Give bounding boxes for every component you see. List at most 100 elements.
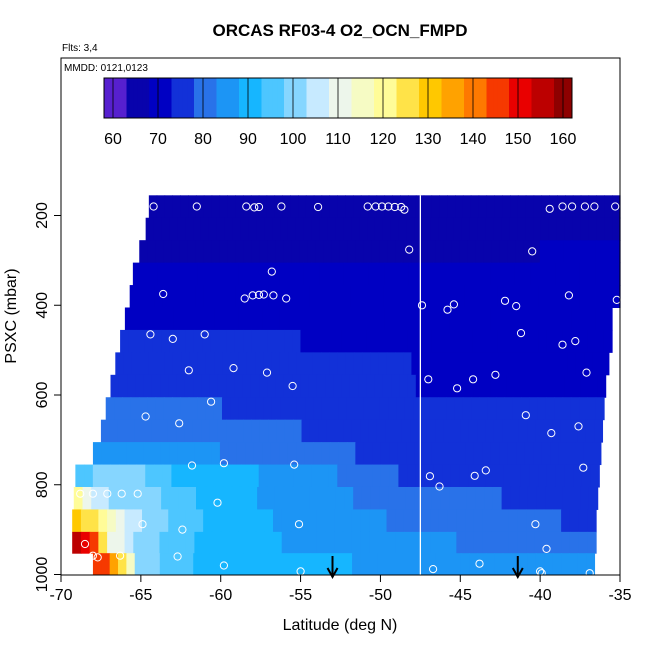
colorbar-cell	[495, 78, 499, 118]
heatmap-cell	[465, 442, 475, 466]
colorbar-cell	[135, 78, 139, 118]
colorbar-cell	[200, 78, 204, 118]
heatmap-cell	[406, 217, 416, 241]
heatmap-cell	[588, 486, 599, 510]
colorbar-cell	[394, 78, 397, 118]
colorbar-cell	[351, 78, 355, 118]
heatmap-cell	[307, 531, 318, 554]
heatmap-cell	[236, 442, 246, 466]
heatmap-cell	[393, 419, 403, 443]
heatmap-cell	[477, 352, 487, 376]
colorbar-cell	[540, 78, 544, 118]
heatmap-cell	[538, 329, 548, 353]
heatmap-cell	[206, 464, 216, 488]
heatmap-cell	[339, 240, 349, 264]
heatmap-cell	[390, 329, 400, 353]
colorbar-cell	[470, 78, 474, 118]
colorbar-cell	[563, 78, 566, 118]
heatmap-cell	[572, 217, 582, 241]
heatmap-cell	[300, 374, 310, 398]
heatmap-cell	[197, 262, 207, 286]
heatmap-cell	[290, 531, 300, 554]
heatmap-cell	[596, 195, 605, 219]
heatmap-cell	[555, 262, 564, 286]
heatmap-cell	[366, 329, 375, 353]
heatmap-cell	[427, 553, 437, 575]
heatmap-cell	[173, 262, 183, 286]
heatmap-cell	[148, 352, 158, 376]
heatmap-cell	[533, 217, 542, 241]
heatmap-cell	[385, 419, 395, 443]
colorbar-cell	[380, 78, 384, 118]
heatmap-cell	[597, 374, 607, 398]
heatmap-cell	[319, 307, 329, 331]
colorbar-cell	[455, 78, 458, 118]
heatmap-cell	[388, 486, 398, 510]
heatmap-cell	[501, 352, 511, 376]
heatmap-cell	[205, 397, 215, 421]
heatmap-cell	[230, 397, 240, 421]
heatmap-cell	[578, 531, 588, 554]
colorbar-cell	[542, 78, 546, 118]
heatmap-cell	[213, 486, 223, 510]
heatmap-cell	[360, 509, 370, 533]
heatmap-cell	[454, 397, 464, 421]
heatmap-cell	[386, 509, 396, 533]
heatmap-cell	[411, 352, 421, 376]
heatmap-cell	[126, 442, 136, 466]
heatmap-cell	[569, 531, 580, 554]
sample-point	[435, 482, 444, 491]
colorbar-cell	[153, 78, 157, 118]
heatmap-cell	[360, 195, 370, 219]
heatmap-cell	[353, 486, 363, 510]
colorbar-cell	[146, 78, 150, 118]
heatmap-cell	[165, 307, 175, 331]
heatmap-cell	[518, 352, 528, 376]
heatmap-cell	[453, 217, 463, 241]
colorbar-cell	[277, 78, 280, 118]
heatmap-cell	[534, 509, 545, 533]
heatmap-cell	[248, 217, 257, 241]
arrow-head	[511, 567, 524, 580]
heatmap-cell	[123, 352, 133, 376]
heatmap-cell	[477, 464, 487, 488]
heatmap-cell	[184, 374, 194, 398]
heatmap-cell	[279, 262, 288, 286]
heatmap-cell	[507, 442, 517, 466]
heatmap-cell	[477, 419, 487, 443]
heatmap-cell	[218, 329, 228, 353]
heatmap-cell	[395, 240, 405, 264]
heatmap-cell	[84, 464, 94, 488]
heatmap-cell	[124, 509, 134, 533]
heatmap-cell	[490, 374, 499, 398]
heatmap-cell	[235, 285, 245, 308]
heatmap-cell	[110, 374, 120, 398]
heatmap-cell	[589, 374, 598, 398]
heatmap-cell	[436, 352, 445, 376]
heatmap-cell	[259, 419, 269, 443]
colorbar-cell	[286, 78, 289, 118]
colorbar-cell	[506, 78, 510, 118]
colorbar-cell	[185, 78, 188, 118]
sample-point	[76, 489, 85, 498]
heatmap-cell	[327, 262, 337, 286]
heatmap-cell	[520, 397, 530, 421]
heatmap-cell	[562, 397, 572, 421]
heatmap-cell	[385, 553, 395, 575]
heatmap-cell	[527, 486, 538, 510]
heatmap-cell	[341, 374, 351, 398]
heatmap-cell	[72, 531, 82, 554]
heatmap-cell	[585, 419, 595, 443]
colorbar-cell	[313, 78, 316, 118]
heatmap-cell	[185, 509, 196, 533]
heatmap-cell	[550, 442, 560, 466]
sample-point	[288, 381, 297, 391]
heatmap-cell	[423, 486, 433, 510]
heatmap-cell	[407, 329, 416, 353]
heatmap-cell	[465, 262, 475, 286]
heatmap-cell	[177, 442, 187, 466]
heatmap-cell	[169, 442, 179, 466]
heatmap-cell	[118, 374, 128, 398]
heatmap-cell	[570, 397, 580, 421]
heatmap-cell	[147, 397, 157, 421]
